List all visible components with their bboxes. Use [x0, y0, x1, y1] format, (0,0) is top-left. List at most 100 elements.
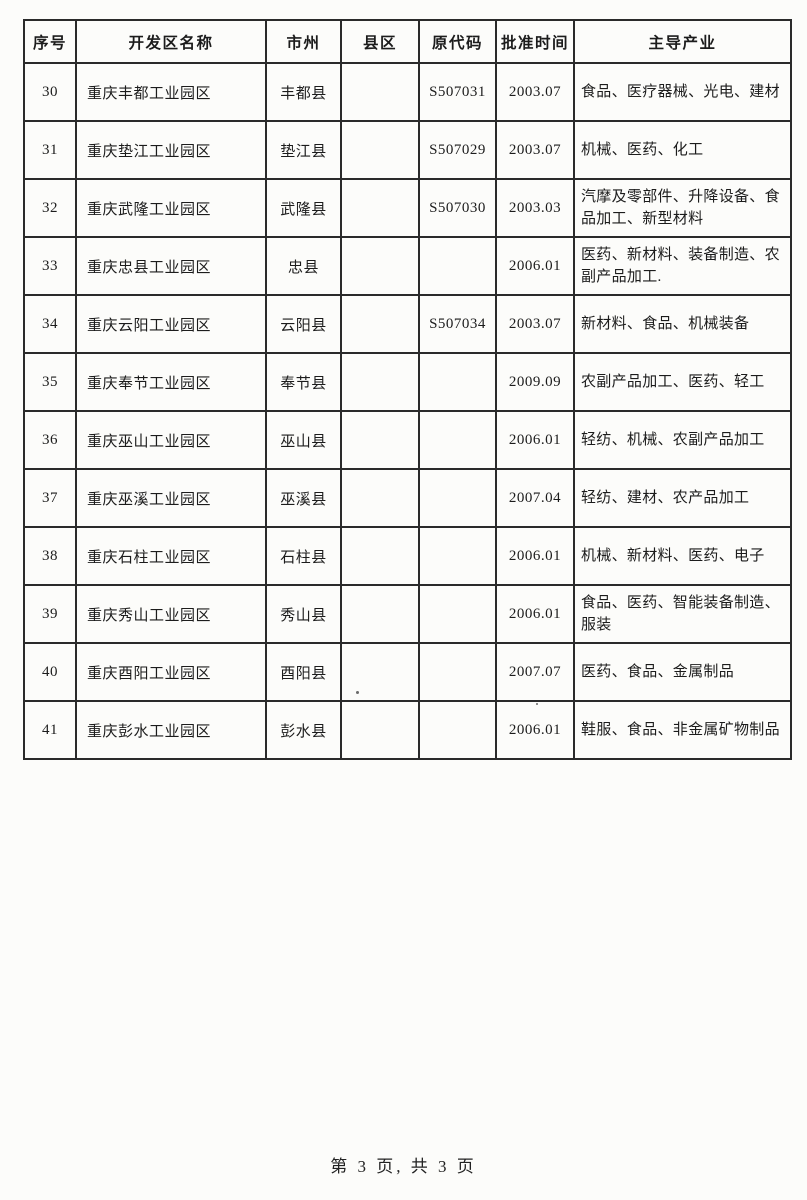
- cell-county: [340, 642, 420, 702]
- cell-leading-industries: 机械、新材料、医药、电子: [573, 526, 792, 586]
- cell-leading-industries: 新材料、食品、机械装备: [573, 294, 792, 354]
- cell-leading-industries: 医药、新材料、装备制造、农副产品加工.: [573, 236, 792, 296]
- table-body: 30 重庆丰都工业园区 丰都县 S507031 2003.07 食品、医疗器械、…: [23, 62, 792, 760]
- cell-leading-industries: 食品、医药、智能装备制造、服装: [573, 584, 792, 644]
- cell-leading-industries: 轻纺、机械、农副产品加工: [573, 410, 792, 470]
- cell-original-code: S507029: [418, 120, 497, 180]
- table-row: 40 重庆酉阳工业园区 酉阳县 2007.07 医药、食品、金属制品: [23, 642, 792, 702]
- cell-original-code: S507034: [418, 294, 497, 354]
- table-row: 35 重庆奉节工业园区 奉节县 2009.09 农副产品加工、医药、轻工: [23, 352, 792, 412]
- cell-county: [340, 120, 420, 180]
- cell-zone-name: 重庆酉阳工业园区: [75, 642, 267, 702]
- cell-serial-number: 34: [23, 294, 77, 354]
- table-header: 序号 开发区名称 市州 县区 原代码 批准时间 主导产业: [23, 19, 792, 64]
- cell-city: 武隆县: [265, 178, 342, 238]
- cell-serial-number: 32: [23, 178, 77, 238]
- table-row: 33 重庆忠县工业园区 忠县 2006.01 医药、新材料、装备制造、农副产品加…: [23, 236, 792, 296]
- cell-zone-name: 重庆石柱工业园区: [75, 526, 267, 586]
- cell-county: [340, 584, 420, 644]
- table-row: 39 重庆秀山工业园区 秀山县 2006.01 食品、医药、智能装备制造、服装: [23, 584, 792, 644]
- cell-zone-name: 重庆奉节工业园区: [75, 352, 267, 412]
- cell-approval-time: 2003.07: [495, 294, 575, 354]
- cell-serial-number: 38: [23, 526, 77, 586]
- cell-approval-time: 2003.07: [495, 62, 575, 122]
- scan-speck: [536, 703, 538, 705]
- cell-approval-time: 2009.09: [495, 352, 575, 412]
- cell-original-code: [418, 410, 497, 470]
- cell-serial-number: 33: [23, 236, 77, 296]
- cell-city: 石柱县: [265, 526, 342, 586]
- cell-city: 奉节县: [265, 352, 342, 412]
- cell-city: 巫溪县: [265, 468, 342, 528]
- header-leading-industries: 主导产业: [573, 19, 792, 64]
- table-row: 41 重庆彭水工业园区 彭水县 2006.01 鞋服、食品、非金属矿物制品: [23, 700, 792, 760]
- cell-original-code: [418, 468, 497, 528]
- cell-zone-name: 重庆彭水工业园区: [75, 700, 267, 760]
- cell-county: [340, 236, 420, 296]
- cell-approval-time: 2006.01: [495, 584, 575, 644]
- cell-original-code: [418, 526, 497, 586]
- cell-approval-time: 2007.04: [495, 468, 575, 528]
- cell-leading-industries: 食品、医疗器械、光电、建材: [573, 62, 792, 122]
- cell-zone-name: 重庆忠县工业园区: [75, 236, 267, 296]
- table-row: 38 重庆石柱工业园区 石柱县 2006.01 机械、新材料、医药、电子: [23, 526, 792, 586]
- cell-approval-time: 2003.07: [495, 120, 575, 180]
- cell-approval-time: 2003.03: [495, 178, 575, 238]
- cell-city: 秀山县: [265, 584, 342, 644]
- cell-original-code: [418, 642, 497, 702]
- cell-serial-number: 39: [23, 584, 77, 644]
- cell-zone-name: 重庆丰都工业园区: [75, 62, 267, 122]
- cell-county: [340, 352, 420, 412]
- header-original-code: 原代码: [418, 19, 497, 64]
- development-zones-table: 序号 开发区名称 市州 县区 原代码 批准时间 主导产业 30 重庆丰都工业园区…: [23, 19, 792, 760]
- table-row: 31 重庆垫江工业园区 垫江县 S507029 2003.07 机械、医药、化工: [23, 120, 792, 180]
- table-row: 37 重庆巫溪工业园区 巫溪县 2007.04 轻纺、建材、农产品加工: [23, 468, 792, 528]
- cell-original-code: [418, 236, 497, 296]
- cell-county: [340, 700, 420, 760]
- cell-leading-industries: 机械、医药、化工: [573, 120, 792, 180]
- header-row: 序号 开发区名称 市州 县区 原代码 批准时间 主导产业: [23, 19, 792, 64]
- header-serial-number: 序号: [23, 19, 77, 64]
- cell-zone-name: 重庆云阳工业园区: [75, 294, 267, 354]
- table-row: 32 重庆武隆工业园区 武隆县 S507030 2003.03 汽摩及零部件、升…: [23, 178, 792, 238]
- cell-leading-industries: 医药、食品、金属制品: [573, 642, 792, 702]
- cell-serial-number: 41: [23, 700, 77, 760]
- cell-zone-name: 重庆武隆工业园区: [75, 178, 267, 238]
- cell-approval-time: 2006.01: [495, 700, 575, 760]
- cell-leading-industries: 农副产品加工、医药、轻工: [573, 352, 792, 412]
- cell-county: [340, 294, 420, 354]
- cell-approval-time: 2007.07: [495, 642, 575, 702]
- cell-serial-number: 40: [23, 642, 77, 702]
- cell-county: [340, 410, 420, 470]
- cell-city: 云阳县: [265, 294, 342, 354]
- cell-original-code: [418, 700, 497, 760]
- cell-county: [340, 468, 420, 528]
- cell-city: 巫山县: [265, 410, 342, 470]
- cell-approval-time: 2006.01: [495, 526, 575, 586]
- cell-city: 丰都县: [265, 62, 342, 122]
- cell-county: [340, 62, 420, 122]
- cell-leading-industries: 轻纺、建材、农产品加工: [573, 468, 792, 528]
- cell-county: [340, 526, 420, 586]
- cell-leading-industries: 鞋服、食品、非金属矿物制品: [573, 700, 792, 760]
- header-zone-name: 开发区名称: [75, 19, 267, 64]
- cell-original-code: [418, 352, 497, 412]
- cell-zone-name: 重庆巫溪工业园区: [75, 468, 267, 528]
- cell-leading-industries: 汽摩及零部件、升降设备、食品加工、新型材料: [573, 178, 792, 238]
- cell-original-code: S507030: [418, 178, 497, 238]
- cell-county: [340, 178, 420, 238]
- cell-serial-number: 35: [23, 352, 77, 412]
- cell-original-code: [418, 584, 497, 644]
- cell-city: 垫江县: [265, 120, 342, 180]
- scan-speck: [356, 691, 359, 694]
- cell-serial-number: 30: [23, 62, 77, 122]
- cell-zone-name: 重庆垫江工业园区: [75, 120, 267, 180]
- cell-approval-time: 2006.01: [495, 236, 575, 296]
- header-county: 县区: [340, 19, 420, 64]
- cell-serial-number: 36: [23, 410, 77, 470]
- cell-city: 彭水县: [265, 700, 342, 760]
- table-row: 34 重庆云阳工业园区 云阳县 S507034 2003.07 新材料、食品、机…: [23, 294, 792, 354]
- cell-city: 忠县: [265, 236, 342, 296]
- cell-approval-time: 2006.01: [495, 410, 575, 470]
